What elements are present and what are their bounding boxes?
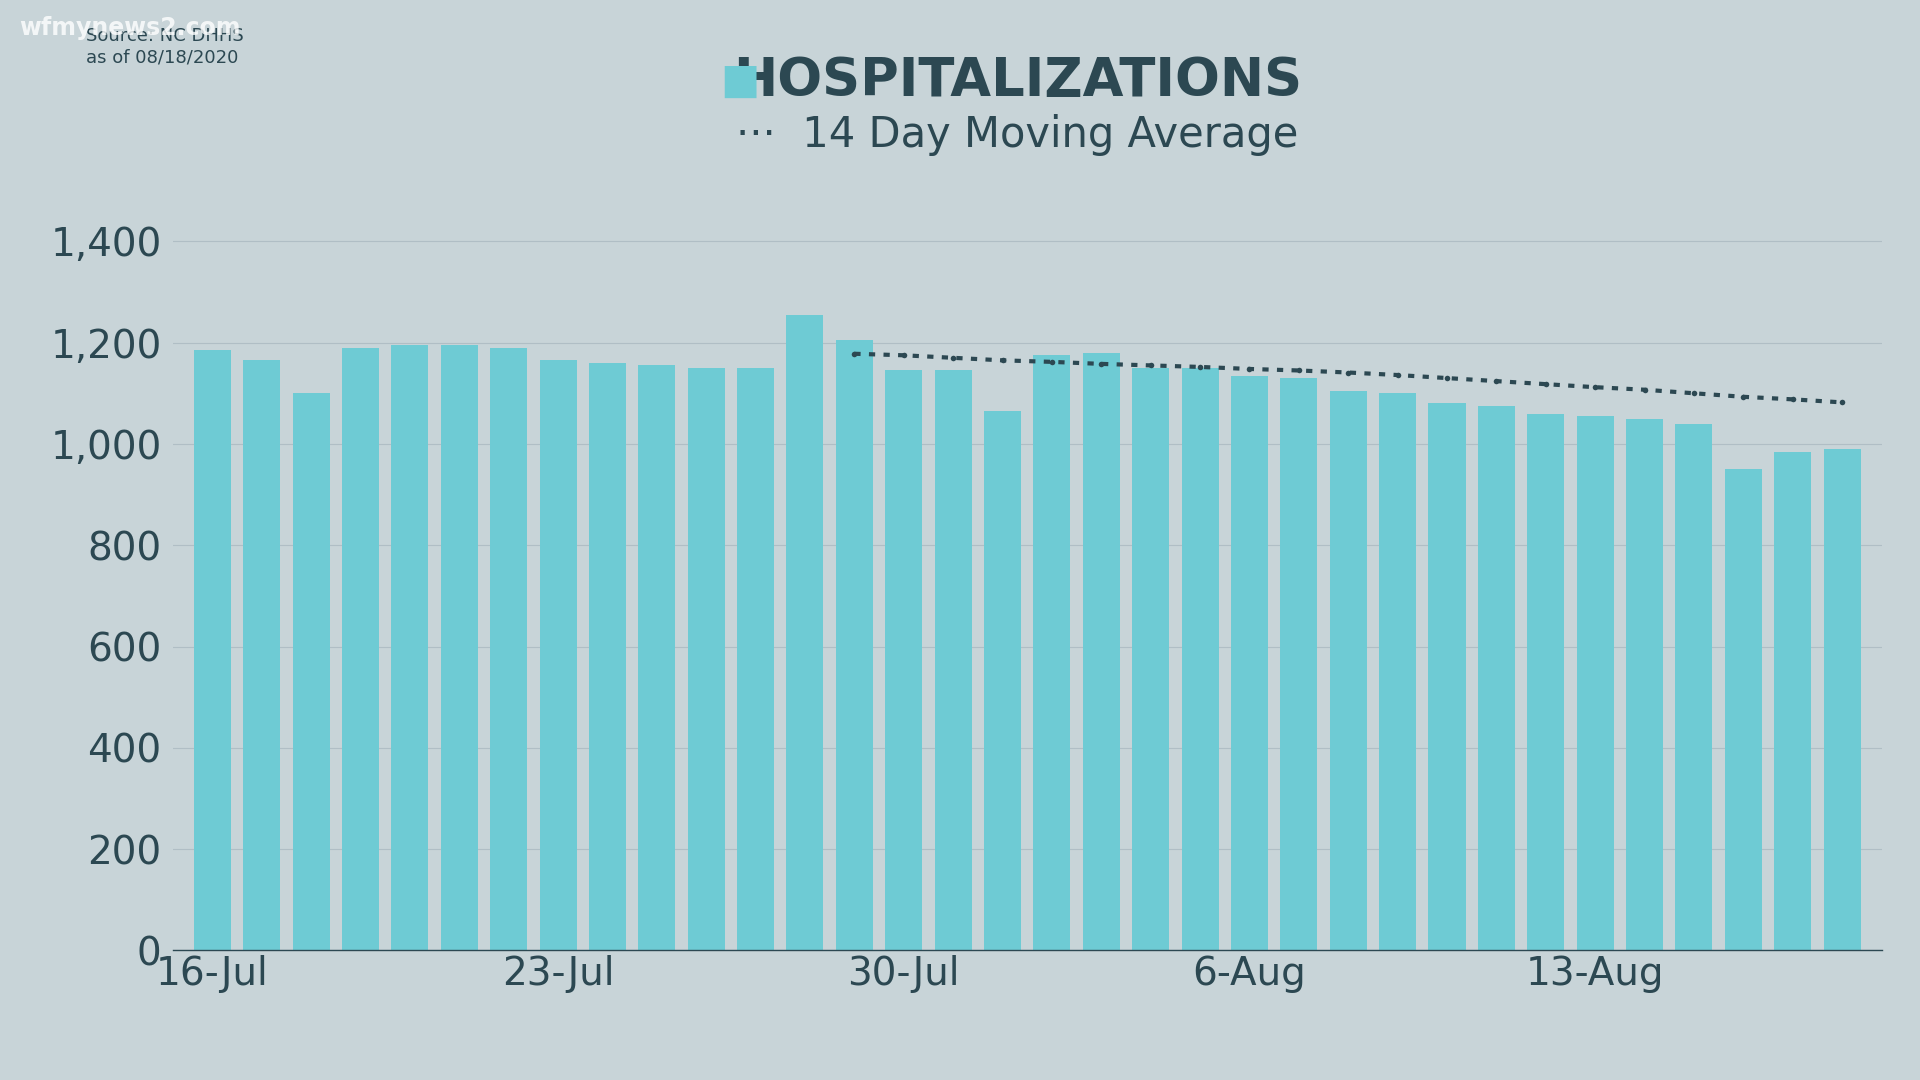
Bar	[490, 348, 528, 950]
Bar	[835, 340, 874, 950]
Bar	[194, 350, 230, 950]
Text: HOSPITALIZATIONS: HOSPITALIZATIONS	[733, 55, 1302, 107]
Bar	[885, 370, 922, 950]
Bar	[1526, 414, 1565, 950]
Bar	[1428, 404, 1465, 950]
Bar	[540, 361, 576, 950]
Bar	[589, 363, 626, 950]
Bar	[737, 368, 774, 950]
Bar	[1379, 393, 1417, 950]
Bar	[935, 370, 972, 950]
Bar	[1576, 416, 1613, 950]
Bar	[1676, 423, 1713, 950]
Bar	[1824, 449, 1860, 950]
Bar	[392, 346, 428, 950]
Bar	[1626, 419, 1663, 950]
Bar	[687, 368, 724, 950]
Bar	[1331, 391, 1367, 950]
Bar	[637, 365, 676, 950]
Bar	[342, 348, 378, 950]
Text: wfmynews2.com: wfmynews2.com	[19, 16, 240, 40]
Bar	[983, 411, 1021, 950]
Bar	[442, 346, 478, 950]
Bar	[244, 361, 280, 950]
Bar	[1231, 376, 1267, 950]
Bar	[1774, 451, 1811, 950]
Bar	[1083, 353, 1119, 950]
Text: Source: NC DHHS: Source: NC DHHS	[86, 27, 244, 45]
Bar	[292, 393, 330, 950]
Bar	[1478, 406, 1515, 950]
Text: as of 08/18/2020: as of 08/18/2020	[86, 49, 238, 67]
Bar	[1033, 355, 1071, 950]
Bar	[1724, 469, 1763, 950]
Bar	[787, 314, 824, 950]
Bar	[1133, 368, 1169, 950]
Text: ···  14 Day Moving Average: ··· 14 Day Moving Average	[737, 114, 1298, 156]
Bar	[1281, 378, 1317, 950]
Bar	[1181, 368, 1219, 950]
Text: ■: ■	[720, 60, 760, 102]
